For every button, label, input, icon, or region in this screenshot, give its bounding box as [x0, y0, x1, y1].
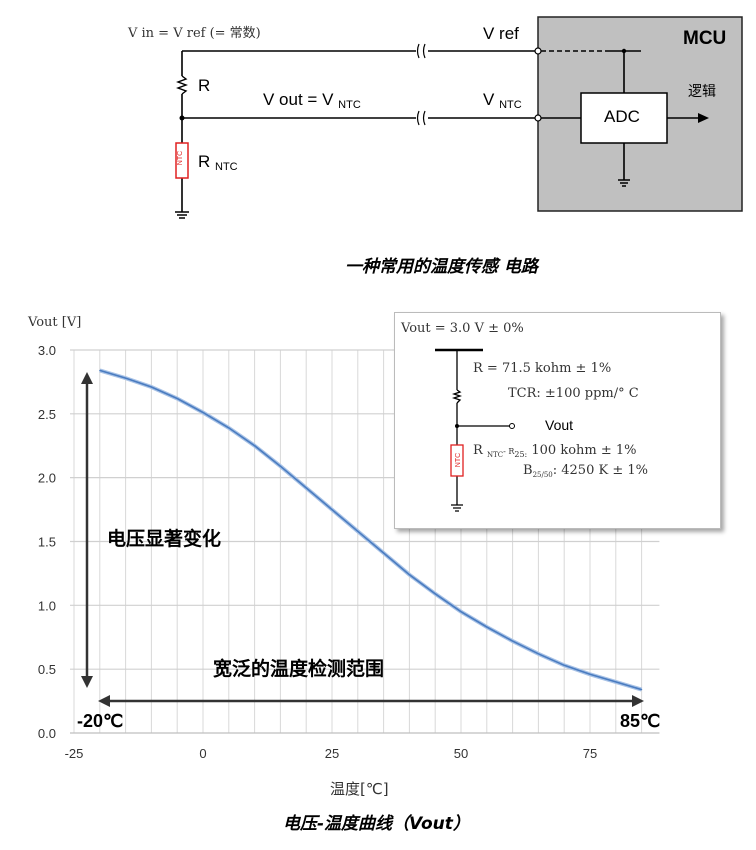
y-tick-label: 3.0	[38, 343, 56, 358]
data-point	[279, 465, 281, 467]
vout-equation: V out = V NTC	[263, 90, 361, 111]
vntc-pin-icon	[534, 114, 542, 122]
vin-label: V in = V ref (= 常数)	[128, 26, 261, 41]
adc-label: ADC	[604, 107, 640, 126]
data-point	[228, 427, 230, 429]
data-point	[357, 530, 359, 532]
arrow-right-icon	[632, 695, 644, 707]
ground-icon	[175, 211, 189, 219]
data-point	[563, 664, 565, 666]
adc-ground-icon	[618, 179, 630, 187]
arrow-left-icon	[98, 695, 110, 707]
data-point	[176, 397, 178, 400]
mcu-label: MCU	[683, 28, 727, 49]
data-point	[511, 640, 514, 642]
y-tick-label: 1.0	[38, 598, 56, 613]
y-axis-label: Vout [V]	[28, 315, 82, 330]
vref-pin-icon	[534, 47, 542, 55]
break-mark-icon	[416, 43, 426, 126]
vout-terminal-icon	[509, 423, 515, 429]
x-tick-label: 25	[325, 746, 339, 761]
data-point	[408, 574, 410, 576]
inset-ntc-icon	[450, 444, 464, 477]
data-point	[305, 487, 307, 489]
y-tick-label: 2.5	[38, 407, 56, 422]
y-tick-label: 0.5	[38, 662, 56, 677]
inset-resistor-icon	[451, 389, 463, 404]
x-axis-label: 温度[℃]	[330, 780, 389, 798]
ntc-thermistor-icon	[175, 142, 189, 179]
wide-range-annotation: 宽泛的温度检测范围	[213, 658, 385, 680]
data-point	[383, 552, 385, 554]
max-temp-label: 85℃	[620, 711, 661, 731]
data-point	[434, 593, 436, 595]
y-tick-label: 1.5	[38, 534, 56, 549]
data-point	[202, 411, 204, 414]
data-point	[486, 626, 488, 628]
data-point	[125, 377, 127, 379]
y-tick-label: 2.0	[38, 471, 56, 486]
r-label: R	[198, 76, 211, 95]
circuit-caption: 一种常用的温度传感 电路	[345, 257, 538, 277]
data-point	[150, 386, 152, 388]
ntc-label: NTC	[177, 151, 184, 165]
x-tick-label: 50	[454, 746, 468, 761]
inset-r-spec: R = 71.5 kohm ± 1%	[473, 361, 612, 376]
adc-block	[580, 92, 668, 144]
x-tick-label: -25	[65, 746, 84, 761]
vout-curve	[99, 369, 642, 691]
inset-ground-icon	[451, 504, 463, 512]
data-point	[615, 681, 617, 683]
spec-inset: NTC Vout = 3.0 V ± 0% R = 71.5 kohm ± 1%…	[394, 312, 721, 529]
data-point	[460, 611, 462, 613]
resistor-icon	[176, 75, 188, 95]
rntc-label: R NTC	[198, 152, 238, 173]
vref-pin-label: V ref	[483, 24, 519, 43]
inset-b-spec: B25/50: 4250 K ± 1%	[523, 463, 648, 479]
arrow-up-icon	[81, 372, 93, 384]
inset-rntc-spec: R NTC- R25: 100 kohm ± 1%	[473, 443, 637, 459]
x-tick-label: 0	[199, 746, 206, 761]
voltage-change-annotation: 电压显著变化	[107, 528, 222, 550]
chart-caption: 电压-温度曲线（Vout）	[283, 814, 470, 834]
arrow-down-icon	[81, 676, 93, 688]
inset-circuit: NTC	[435, 348, 515, 512]
y-tick-label: 0.0	[38, 726, 56, 741]
logic-label: 逻辑	[688, 84, 716, 100]
data-point	[537, 653, 540, 655]
x-tick-label: 75	[583, 746, 597, 761]
arrow-head-icon	[698, 113, 709, 123]
inset-vout-node: Vout	[545, 417, 574, 433]
data-point	[99, 369, 101, 372]
data-point	[254, 445, 256, 447]
inset-vout-spec: Vout = 3.0 V ± 0%	[401, 321, 524, 336]
inset-tcr-spec: TCR: ±100 ppm/° C	[508, 386, 639, 401]
vntc-pin-label: V NTC	[483, 90, 522, 111]
circuit-diagram: NTC	[175, 16, 743, 219]
data-point	[589, 673, 591, 675]
min-temp-label: -20℃	[77, 711, 124, 731]
inset-ntc-label: NTC	[455, 453, 462, 467]
data-point	[331, 508, 333, 511]
data-point	[641, 688, 643, 691]
